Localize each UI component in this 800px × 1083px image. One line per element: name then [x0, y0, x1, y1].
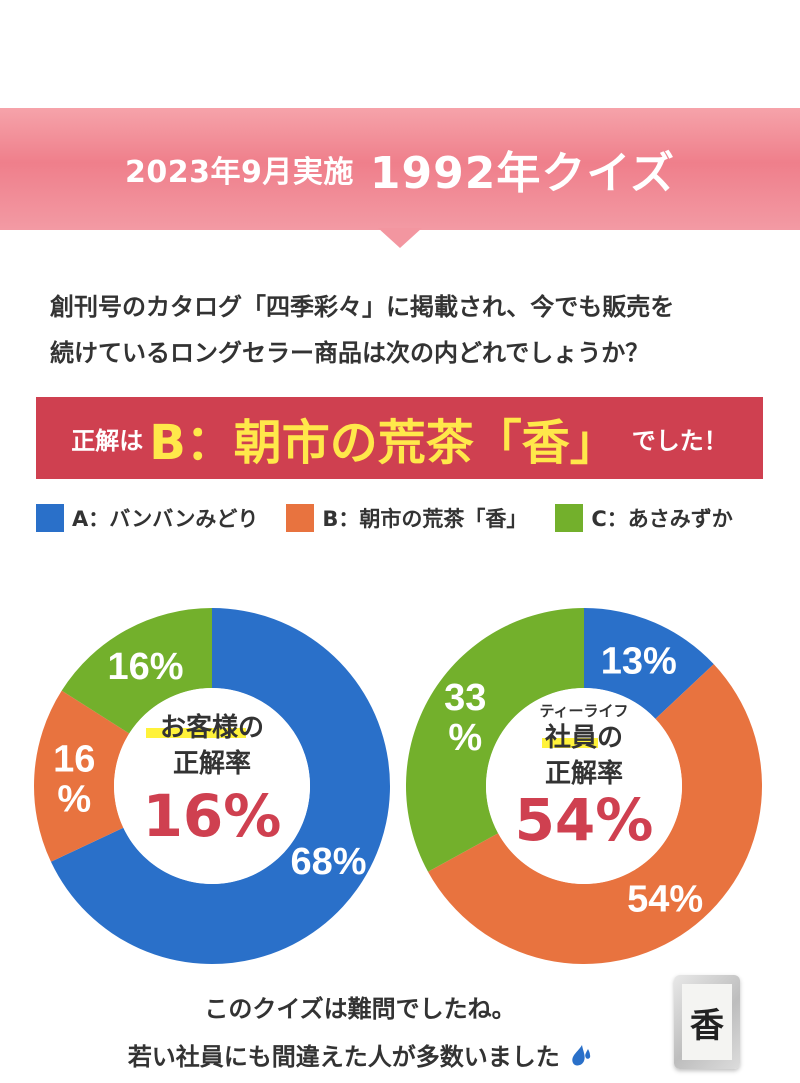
product-label: 香: [682, 984, 732, 1060]
legend-item-b: B：朝市の荒茶「香」: [286, 503, 527, 533]
customer-center-line-1: お客様の: [160, 712, 264, 743]
staff-slice-a: [584, 608, 714, 719]
customer-highlight-marker: [146, 728, 246, 738]
customer-slice-label-a: 68%: [290, 841, 366, 883]
customer-slice-label-c: 16%: [107, 646, 183, 688]
staff-slice-c: [406, 608, 584, 872]
legend-swatch-c: [555, 504, 584, 532]
answer-main: B：朝市の荒茶「香」: [149, 415, 618, 471]
staff-highlight-marker: [542, 738, 598, 748]
closing-line-2-text: 若い社員にも間違えた人が多数いました: [127, 1043, 560, 1071]
legend-label-b: B：朝市の荒茶「香」: [322, 507, 528, 531]
staff-center-disc: [486, 688, 682, 884]
legend-label-c: C：あさみずか: [591, 507, 733, 531]
staff-slice-label-c-1: 33: [444, 677, 486, 719]
question-text: 創刊号のカタログ「四季彩々」に掲載され、今でも販売を 続けているロングセラー商品…: [50, 284, 770, 376]
legend-item-a: A：バンバンみどり: [36, 503, 258, 533]
header-title: 1992年クイズ: [369, 148, 675, 199]
staff-center-line-2: 正解率: [545, 758, 623, 789]
customer-center-line-2: 正解率: [173, 748, 251, 779]
chart-legend: A：バンバンみどり B：朝市の荒茶「香」 C：あさみずか: [36, 500, 776, 536]
customer-slice-b: [34, 690, 130, 862]
customer-center-value: 16%: [143, 782, 282, 850]
product-package-image: 香: [674, 975, 740, 1069]
staff-center-value: 54%: [515, 786, 654, 854]
sweat-drop-icon: [572, 1045, 591, 1066]
header-banner: 2023年9月実施 1992年クイズ: [0, 108, 800, 230]
header-subtitle: 2023年9月実施: [124, 155, 354, 190]
closing-line-2: 若い社員にも間違えた人が多数いました: [60, 1033, 660, 1081]
question-line-2: 続けているロングセラー商品は次の内どれでしょうか？: [50, 339, 650, 367]
customer-slice-a: [50, 608, 390, 964]
staff-center-ruby: ティーライフ: [539, 702, 628, 720]
staff-slice-label-b: 54%: [627, 879, 703, 921]
closing-message: このクイズは難問でしたね。 若い社員にも間違えた人が多数いました: [60, 985, 660, 1081]
customer-slice-label-b-2: %: [57, 778, 91, 820]
answer-box: 正解は B：朝市の荒茶「香」 でした！: [36, 397, 763, 479]
customer-slice-c: [61, 608, 213, 734]
answer-suffix: でした！: [631, 426, 728, 455]
staff-slice-label-a: 13%: [601, 640, 677, 682]
question-line-1: 創刊号のカタログ「四季彩々」に掲載され、今でも販売を: [50, 293, 675, 321]
staff-slice-label-c-2: %: [448, 717, 482, 759]
customer-slice-label-b-1: 16: [53, 738, 95, 780]
legend-label-a: A：バンバンみどり: [72, 507, 259, 531]
staff-slice-b: [428, 664, 763, 964]
legend-item-c: C：あさみずか: [555, 503, 733, 533]
legend-swatch-a: [36, 504, 64, 532]
answer-prefix: 正解は: [71, 426, 144, 455]
legend-swatch-b: [286, 504, 315, 532]
banner-pointer: [378, 228, 422, 248]
staff-center-line-1: 社員の: [545, 722, 623, 753]
closing-line-1: このクイズは難問でしたね。: [204, 995, 516, 1023]
